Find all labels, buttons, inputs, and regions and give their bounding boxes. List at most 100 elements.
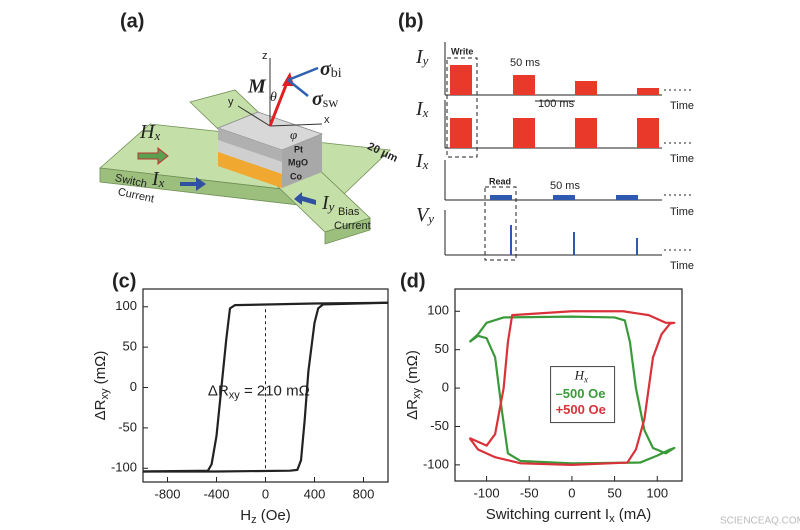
label: σbi xyxy=(320,58,342,82)
label-main: ΔR xyxy=(208,383,229,400)
layer-mgo xyxy=(218,140,282,174)
sym-sub: y xyxy=(426,211,434,226)
layer-label: Co xyxy=(290,171,302,181)
x-tick-label: -100 xyxy=(474,485,500,500)
label: Iy xyxy=(321,192,335,214)
period-label: 100 ms xyxy=(538,98,575,110)
label: Hx xyxy=(139,121,160,143)
label-sub: x xyxy=(583,375,588,385)
label: θ xyxy=(270,90,277,105)
ix-arrow xyxy=(180,177,206,191)
y-tick-label: 100 xyxy=(115,298,137,313)
x-tick-label: 0 xyxy=(568,485,575,500)
layer-pt xyxy=(218,128,282,162)
y-tick-label: -50 xyxy=(118,419,137,434)
row-label: Ix xyxy=(415,150,429,172)
x-tick-label: -800 xyxy=(154,486,180,501)
label-rest: = 210 mΩ xyxy=(240,383,310,400)
watermark: SCIENCEAQ.COM xyxy=(720,516,800,527)
label-sub: z xyxy=(251,514,257,526)
time-label: Time xyxy=(670,153,694,165)
sym-main: I xyxy=(151,168,160,190)
label-rest: (Oe) xyxy=(257,507,291,524)
sym-main: H xyxy=(139,121,156,143)
row-label: Ix xyxy=(415,98,429,120)
label-main: H xyxy=(574,368,585,383)
label-sub: xy xyxy=(99,388,111,400)
label-rest: (mΩ) xyxy=(404,350,421,388)
label-main: H xyxy=(240,507,251,524)
chart: (c) -800 -400 0 400 800 -100 -50 0 50 100 Hz (Oe) ΔR… xyxy=(92,270,389,526)
data-line xyxy=(142,301,389,473)
panel-label: (d) xyxy=(400,270,426,292)
x-tick-label: 100 xyxy=(646,485,668,500)
x-tick-label: 400 xyxy=(304,486,326,501)
label: M xyxy=(247,76,267,98)
sym-sub: sw xyxy=(323,96,339,111)
row-label: Vy xyxy=(416,204,434,226)
y-tick-label: 0 xyxy=(130,379,137,394)
axis-name: z xyxy=(262,50,268,62)
label: σsw xyxy=(312,88,339,112)
time-label: Time xyxy=(670,260,694,272)
label-rest: (mΩ) xyxy=(92,351,109,389)
label-rest: (mA) xyxy=(615,506,652,523)
sym-sub: y xyxy=(327,199,335,214)
sym-main: I xyxy=(415,98,424,120)
sym-main: σ xyxy=(320,58,332,80)
iy-arrow xyxy=(294,192,316,205)
layer-label: Pt xyxy=(294,144,303,154)
sigma-sw-arrow xyxy=(287,79,309,97)
hx-arrow xyxy=(137,146,169,166)
sym-main: σ xyxy=(312,88,324,110)
label-sub: x xyxy=(609,513,615,525)
axis-name: y xyxy=(228,96,234,108)
label: Bias xyxy=(338,206,360,218)
sym-sub: bi xyxy=(331,66,342,81)
x-axis xyxy=(269,123,323,127)
row-label: Iy xyxy=(415,46,429,68)
x-tick-label: -50 xyxy=(520,485,539,500)
label-main: Switching current I xyxy=(486,506,609,523)
x-axis-label: Switching current Ix (mA) xyxy=(486,506,652,525)
chart: (d) -100 -50 0 50 100 -100 -50 0 50 100 Switching c… xyxy=(400,270,683,525)
panel-label: (b) xyxy=(398,10,424,32)
panel-a: (a) Pt MgO Co z y x M θ φ σbi σsw Hx Ix … xyxy=(99,10,400,245)
sym-main: I xyxy=(415,150,424,172)
label: Ix xyxy=(151,168,165,190)
bias-bar-side xyxy=(324,217,371,245)
y-tick-label: 50 xyxy=(123,339,137,354)
panel-b: (b) Iy Ix Ix Vy Time Time Time Time Writ… xyxy=(398,10,694,272)
layer-label: MgO xyxy=(288,157,308,167)
read-label: Read xyxy=(489,176,511,186)
label: Current xyxy=(117,186,155,205)
x-tick-label: 50 xyxy=(607,485,621,500)
axis-name: x xyxy=(324,114,330,126)
y-tick-label: -50 xyxy=(430,418,449,433)
sym-sub: x xyxy=(158,175,165,190)
sym-main: V xyxy=(416,204,431,226)
sym-sub: y xyxy=(421,53,429,68)
data-line xyxy=(143,301,389,473)
x-tick-label: -400 xyxy=(203,486,229,501)
pillar-side xyxy=(282,134,322,188)
sym-sub: x xyxy=(422,105,429,120)
label: Current xyxy=(334,220,371,232)
label: φ xyxy=(290,127,297,142)
panel-label: (a) xyxy=(120,10,144,32)
y-axis-label: ΔRxy (mΩ) xyxy=(92,351,111,421)
x-tick-label: 0 xyxy=(262,486,269,501)
label-sub: xy xyxy=(411,388,423,400)
width-label: 50 ms xyxy=(510,57,540,69)
sym-main: I xyxy=(321,192,330,214)
label-main: ΔR xyxy=(404,399,421,420)
plot-frame xyxy=(454,288,683,482)
x-tick-label: 800 xyxy=(353,486,375,501)
legend-title: Hx xyxy=(574,368,588,385)
m-arrow xyxy=(268,79,290,127)
data-line xyxy=(468,310,676,466)
y-tick-label: 100 xyxy=(427,303,449,318)
sigma-bi-arrow xyxy=(287,66,319,82)
y-tick-label: -100 xyxy=(111,460,137,475)
